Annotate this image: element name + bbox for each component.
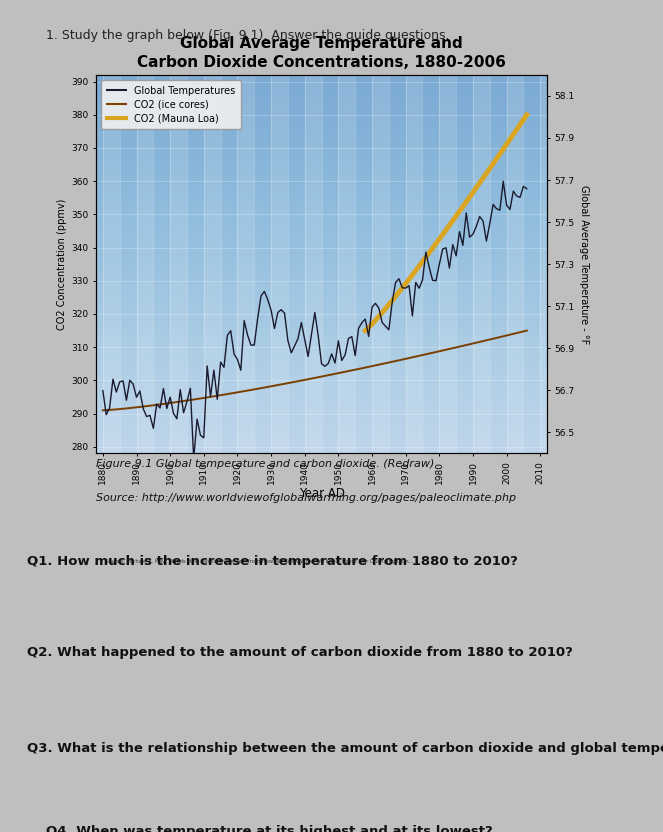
- Bar: [473, 75, 490, 453]
- Bar: [170, 75, 187, 453]
- Y-axis label: CO2 Concentration (ppmv): CO2 Concentration (ppmv): [57, 199, 67, 329]
- Title: Global Average Temperature and
Carbon Dioxide Concentrations, 1880-2006: Global Average Temperature and Carbon Di…: [137, 36, 506, 70]
- Bar: [137, 75, 153, 453]
- Text: 1. Study the graph below (Fig. 9.1). Answer the guide questions.: 1. Study the graph below (Fig. 9.1). Ans…: [46, 29, 450, 42]
- Bar: [271, 75, 288, 453]
- Text: Q2. What happened to the amount of carbon dioxide from 1880 to 2010?: Q2. What happened to the amount of carbo…: [27, 646, 572, 660]
- Text: Q3. What is the relationship between the amount of carbon dioxide and global tem: Q3. What is the relationship between the…: [27, 742, 663, 755]
- Text: Source: http://www.worldviewofglobalwarming.org/pages/paleoclimate.php: Source: http://www.worldviewofglobalwarm…: [96, 493, 516, 503]
- Bar: [440, 75, 456, 453]
- Y-axis label: Global Average Temperature - °F: Global Average Temperature - °F: [579, 185, 589, 344]
- Bar: [103, 75, 120, 453]
- Bar: [406, 75, 422, 453]
- Bar: [305, 75, 322, 453]
- Text: Q4. When was temperature at its highest and at its lowest?: Q4. When was temperature at its highest …: [46, 825, 493, 832]
- X-axis label: Year AD: Year AD: [298, 487, 345, 500]
- Text: Figure 9.1 Global temperature and carbon dioxide. (Redraw): Figure 9.1 Global temperature and carbon…: [96, 459, 434, 469]
- Bar: [507, 75, 523, 453]
- Bar: [372, 75, 389, 453]
- Bar: [204, 75, 221, 453]
- Text: Source: Michael E. Hay, Woods Hole Research Center, from How We Know What We Kno: Source: Michael E. Hay, Woods Hole Resea…: [105, 559, 414, 564]
- Bar: [237, 75, 255, 453]
- Text: Q1. How much is the increase in temperature from 1880 to 2010?: Q1. How much is the increase in temperat…: [27, 555, 517, 568]
- Legend: Global Temperatures, CO2 (ice cores), CO2 (Mauna Loa): Global Temperatures, CO2 (ice cores), CO…: [101, 80, 241, 129]
- Bar: [338, 75, 355, 453]
- Bar: [540, 75, 557, 453]
